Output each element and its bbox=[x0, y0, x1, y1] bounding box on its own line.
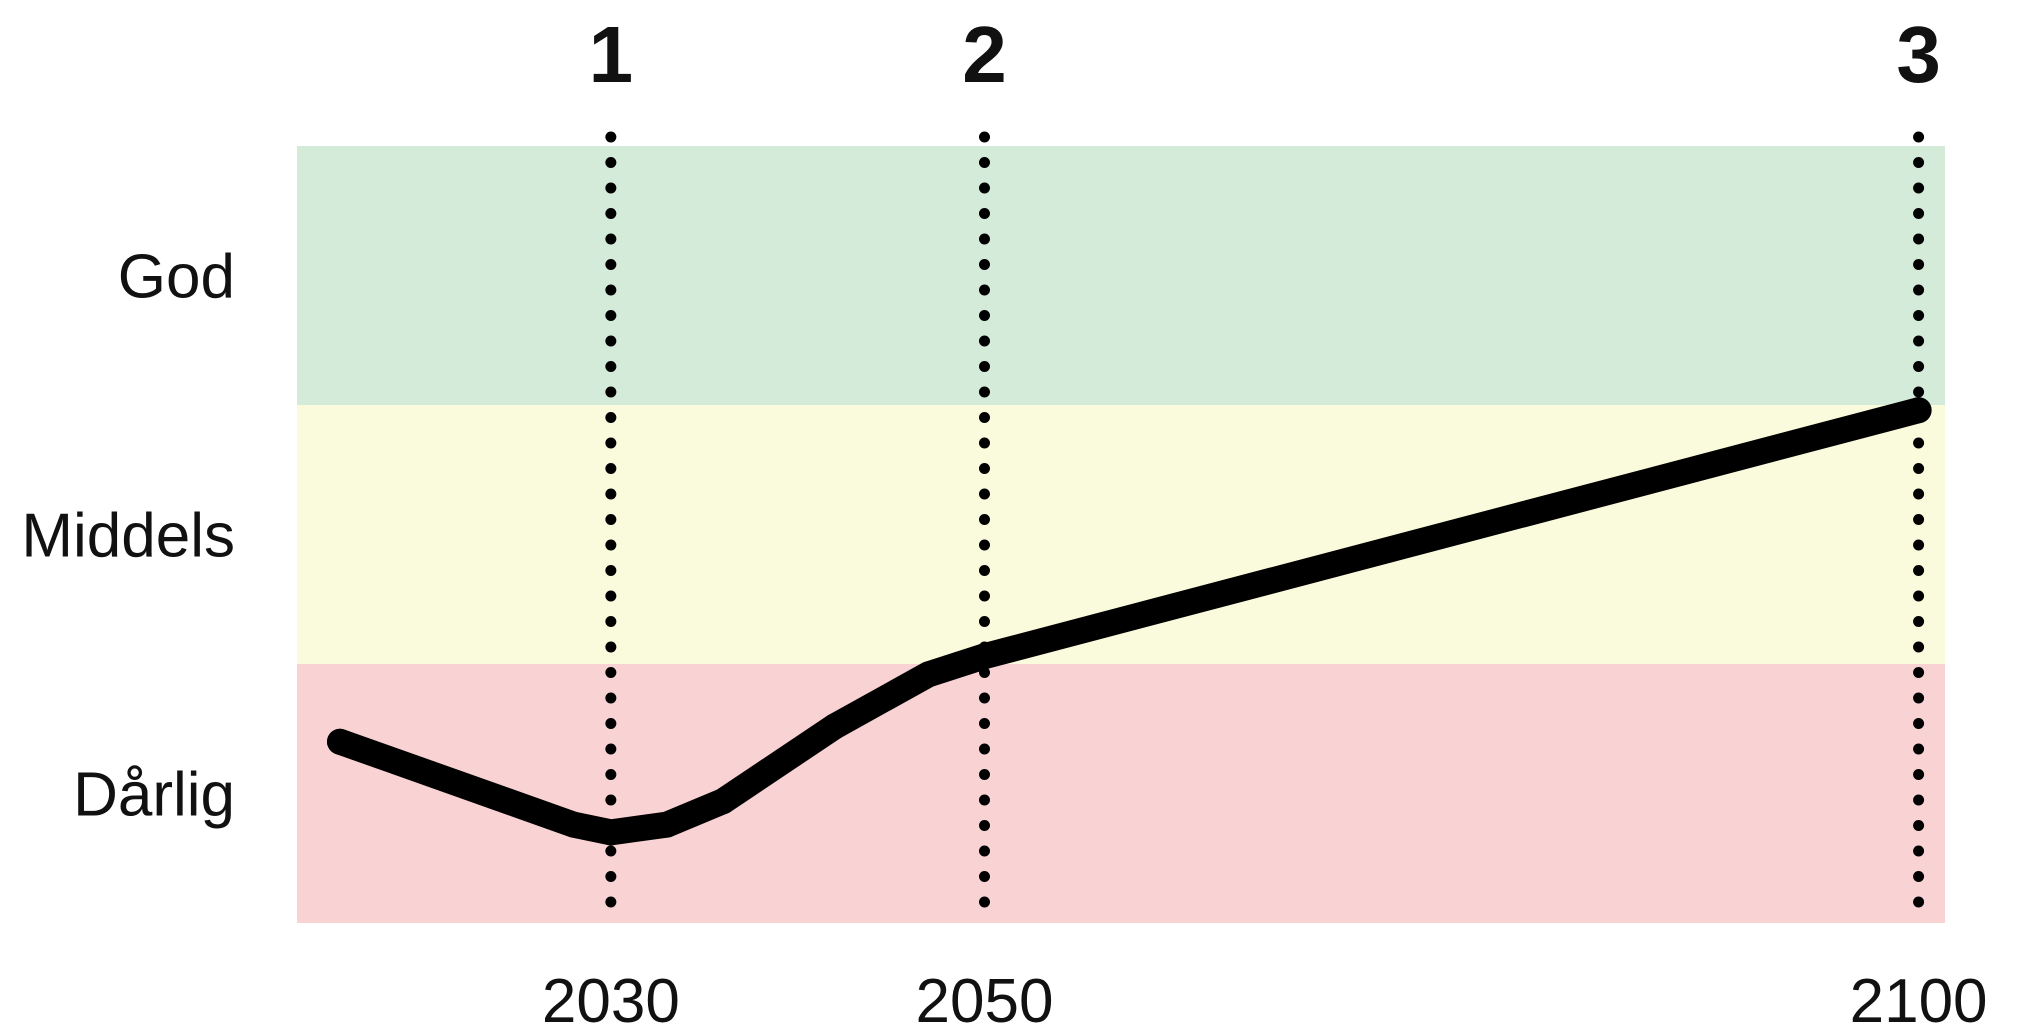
data-point-0-6 bbox=[915, 661, 942, 688]
data-point-0-7 bbox=[971, 643, 998, 670]
milestone-lines bbox=[605, 131, 1925, 926]
x-tick-label-2050: 2050 bbox=[916, 967, 1054, 1030]
data-point-0-3 bbox=[653, 811, 680, 838]
series-layer bbox=[327, 397, 1932, 846]
data-point-0-5 bbox=[822, 713, 848, 740]
labels-layer: God Middels Dårlig 1 2030 2 2050 3 2100 bbox=[21, 10, 1987, 1030]
band-darlig bbox=[297, 664, 1945, 923]
band-label-middels: Middels bbox=[21, 502, 235, 571]
data-point-0-8 bbox=[1905, 397, 1932, 424]
data-point-0-2 bbox=[597, 819, 624, 846]
data-point-0-0 bbox=[327, 728, 353, 755]
band-label-darlig: Dårlig bbox=[73, 761, 235, 830]
data-point-0-4 bbox=[709, 788, 736, 815]
x-tick-label-2100: 2100 bbox=[1850, 967, 1988, 1030]
milestone-marker-2: 2 bbox=[962, 10, 1007, 99]
band-god bbox=[297, 146, 1945, 405]
x-tick-label-2030: 2030 bbox=[542, 967, 680, 1030]
milestone-marker-3: 3 bbox=[1896, 10, 1941, 99]
milestone-marker-1: 1 bbox=[589, 10, 634, 99]
quality-bands bbox=[297, 146, 1945, 923]
data-point-0-1 bbox=[560, 811, 587, 838]
band-label-god: God bbox=[118, 243, 235, 312]
